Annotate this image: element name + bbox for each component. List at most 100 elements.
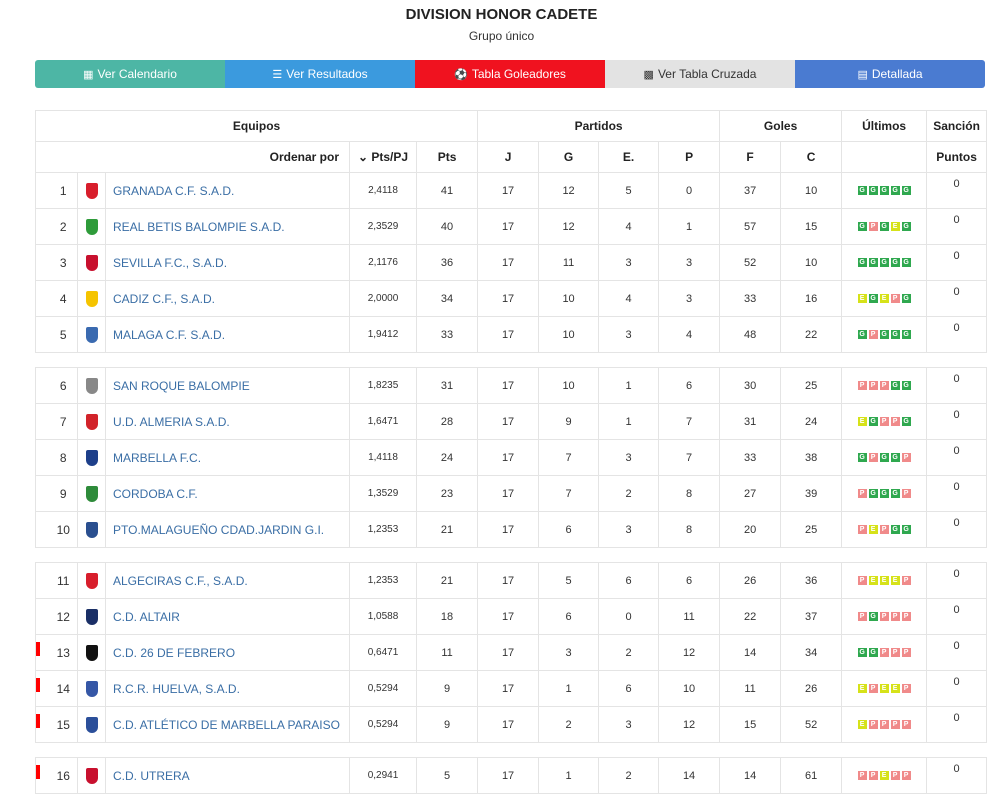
team-name-link[interactable]: SAN ROQUE BALOMPIE: [105, 367, 350, 404]
team-name-link[interactable]: MARBELLA F.C.: [105, 439, 350, 476]
team-crest-icon: [85, 254, 98, 271]
sanction-points: 0: [926, 706, 988, 743]
separator-cell: [35, 547, 987, 563]
drawn: 4: [598, 280, 660, 317]
relegation-marker: [36, 642, 40, 656]
standings-table: Equipos Partidos Goles Últimos Sanción O…: [34, 110, 988, 794]
team-name-link[interactable]: CORDOBA C.F.: [105, 475, 350, 512]
team-name-link[interactable]: U.D. ALMERIA S.A.D.: [105, 403, 350, 440]
result-badge: G: [901, 381, 911, 390]
team-name-link[interactable]: C.D. 26 DE FEBRERO: [105, 634, 350, 671]
team-name-link[interactable]: SEVILLA F.C., S.A.D.: [105, 244, 350, 281]
goals-for: 11: [719, 670, 782, 707]
team-name-link[interactable]: C.D. ALTAIR: [105, 598, 350, 635]
result-badge: E: [868, 525, 878, 534]
points: 9: [415, 706, 479, 743]
lost: 6: [658, 367, 721, 404]
position: 2: [49, 208, 78, 245]
team-name-link[interactable]: C.D. ATLÉTICO DE MARBELLA PARAISO: [105, 706, 350, 743]
team-name-link[interactable]: GRANADA C.F. S.A.D.: [105, 172, 350, 209]
played: 17: [477, 172, 540, 209]
table-row: 14 R.C.R. HUELVA, S.A.D. 0,5294 9 17 1 6 10 11 26…: [35, 670, 988, 707]
pts-per-game: 0,5294: [349, 706, 417, 743]
list-icon: ☰: [272, 68, 283, 81]
won: 11: [538, 244, 600, 281]
pts-per-game: 1,0588: [349, 598, 417, 635]
sort-p-header[interactable]: P: [658, 141, 721, 173]
won: 10: [538, 367, 600, 404]
result-badge: P: [901, 648, 911, 657]
header-equipos: Equipos: [34, 110, 479, 142]
sanction-points: 0: [926, 511, 988, 548]
lost: 8: [658, 511, 721, 548]
result-badge: P: [868, 222, 878, 231]
tabla-goleadores-button[interactable]: ⚽ Tabla Goleadores: [415, 60, 605, 88]
goals-against: 34: [780, 634, 843, 671]
pts-per-game: 2,3529: [349, 208, 417, 245]
result-badge: G: [868, 417, 878, 426]
sanction-points: 0: [926, 598, 988, 635]
result-badge: G: [868, 612, 878, 621]
ver-calendario-button[interactable]: ▦ Ver Calendario: [35, 60, 225, 88]
result-badge: P: [890, 720, 900, 729]
team-crest-cell: [77, 316, 106, 353]
sanction-points: 0: [926, 439, 988, 476]
won: 10: [538, 280, 600, 317]
lost: 1: [658, 208, 721, 245]
goals-against: 15: [780, 208, 843, 245]
sort-g-header[interactable]: G: [538, 141, 600, 173]
played: 17: [477, 280, 540, 317]
ver-resultados-button[interactable]: ☰ Ver Resultados: [225, 60, 415, 88]
sort-j-header[interactable]: J: [477, 141, 540, 173]
result-badge: P: [901, 612, 911, 621]
table-row: 7 U.D. ALMERIA S.A.D. 1,6471 28 17 9 1 7 31 24 E G P…: [35, 403, 988, 440]
drawn: 1: [598, 367, 660, 404]
relegation-cell: [35, 598, 50, 635]
position: 8: [49, 439, 78, 476]
team-name-link[interactable]: MALAGA C.F. S.A.D.: [105, 316, 350, 353]
drawn: 5: [598, 172, 660, 209]
team-name-link[interactable]: C.D. UTRERA: [105, 757, 350, 794]
result-badge: G: [868, 648, 878, 657]
points: 41: [415, 172, 479, 209]
goals-for: 52: [719, 244, 782, 281]
position: 4: [49, 280, 78, 317]
pts-per-game: 0,5294: [349, 670, 417, 707]
points: 21: [415, 562, 479, 599]
result-badge: P: [890, 648, 900, 657]
played: 17: [477, 598, 540, 635]
goals-for: 30: [719, 367, 782, 404]
relegation-marker: [36, 765, 40, 779]
pts-per-game: 0,6471: [349, 634, 417, 671]
team-crest-cell: [77, 634, 106, 671]
sort-pts-pj-header[interactable]: ⌄ Pts/PJ: [349, 141, 417, 173]
sort-pts-header[interactable]: Pts: [415, 141, 479, 173]
lost: 7: [658, 439, 721, 476]
pts-pj-label: Pts/PJ: [371, 150, 409, 164]
sort-e-header[interactable]: E.: [598, 141, 660, 173]
sanction-points: 0: [926, 475, 988, 512]
team-name-link[interactable]: CADIZ C.F., S.A.D.: [105, 280, 350, 317]
table-row: 16 C.D. UTRERA 0,2941 5 17 1 2 14 14 61 P P E P P 0: [35, 757, 988, 794]
sort-f-header[interactable]: F: [719, 141, 782, 173]
result-badge: P: [868, 330, 878, 339]
team-name-link[interactable]: ALGECIRAS C.F., S.A.D.: [105, 562, 350, 599]
played: 17: [477, 244, 540, 281]
position: 5: [49, 316, 78, 353]
team-name-link[interactable]: REAL BETIS BALOMPIE S.A.D.: [105, 208, 350, 245]
result-badge: G: [868, 258, 878, 267]
team-name-link[interactable]: R.C.R. HUELVA, S.A.D.: [105, 670, 350, 707]
result-badge: G: [879, 489, 889, 498]
result-badge: E: [879, 294, 889, 303]
ver-tabla-cruzada-button[interactable]: ▩ Ver Tabla Cruzada: [605, 60, 795, 88]
sort-c-header[interactable]: C: [780, 141, 843, 173]
calendar-icon: ▦: [83, 68, 94, 81]
result-badge: G: [901, 525, 911, 534]
team-crest-cell: [77, 403, 106, 440]
group-separator: [35, 547, 987, 563]
detallada-button[interactable]: ▤ Detallada: [795, 60, 985, 88]
team-name-link[interactable]: PTO.MALAGUEÑO CDAD.JARDIN G.I.: [105, 511, 350, 548]
